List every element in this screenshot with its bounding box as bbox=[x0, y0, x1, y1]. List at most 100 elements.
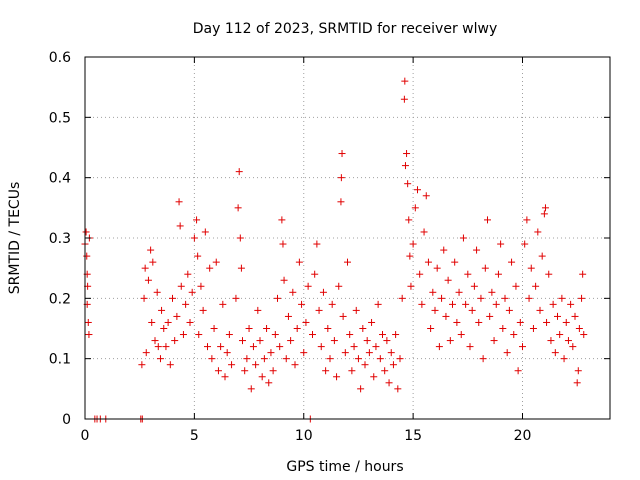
data-point bbox=[162, 343, 170, 351]
data-point bbox=[223, 349, 231, 357]
data-point bbox=[575, 325, 583, 332]
data-point bbox=[573, 379, 581, 387]
data-point bbox=[330, 337, 338, 345]
data-point bbox=[475, 318, 483, 326]
data-point bbox=[237, 264, 245, 272]
data-point bbox=[228, 361, 236, 369]
data-point bbox=[279, 240, 287, 248]
data-point bbox=[536, 306, 544, 314]
data-point bbox=[302, 318, 310, 326]
data-point bbox=[497, 240, 505, 248]
data-point bbox=[210, 325, 218, 332]
data-point bbox=[313, 240, 321, 248]
data-point bbox=[339, 312, 347, 320]
data-point bbox=[291, 361, 299, 369]
data-point bbox=[464, 270, 472, 278]
data-point bbox=[473, 246, 481, 254]
data-point bbox=[344, 258, 351, 266]
data-point bbox=[505, 306, 513, 314]
data-point bbox=[317, 343, 325, 351]
data-point bbox=[276, 343, 284, 351]
data-point bbox=[295, 258, 303, 266]
data-point bbox=[363, 337, 371, 345]
y-tick-label: 0.2 bbox=[49, 291, 71, 307]
data-point bbox=[352, 306, 360, 314]
y-tick-label: 0.3 bbox=[49, 231, 71, 247]
data-point bbox=[405, 216, 413, 224]
data-point bbox=[490, 337, 498, 345]
data-point bbox=[212, 258, 220, 266]
data-point bbox=[235, 168, 243, 176]
data-point bbox=[398, 294, 406, 302]
data-point bbox=[141, 264, 149, 272]
data-point bbox=[300, 349, 308, 357]
data-point bbox=[484, 216, 491, 224]
x-tick-label: 0 bbox=[81, 428, 90, 444]
data-point bbox=[225, 331, 233, 339]
data-point bbox=[519, 343, 526, 351]
data-point bbox=[236, 234, 244, 242]
data-point bbox=[477, 294, 485, 302]
data-point bbox=[247, 385, 255, 393]
data-point bbox=[298, 300, 306, 308]
data-point bbox=[158, 306, 166, 314]
data-point bbox=[354, 355, 362, 363]
data-point bbox=[435, 343, 443, 351]
data-point bbox=[346, 331, 354, 339]
data-point bbox=[359, 325, 367, 332]
data-point bbox=[328, 300, 336, 308]
y-tick-label: 0.1 bbox=[49, 352, 71, 368]
data-point bbox=[219, 300, 227, 308]
data-point bbox=[274, 294, 281, 302]
data-point bbox=[547, 337, 555, 345]
data-point bbox=[208, 355, 216, 363]
data-point bbox=[243, 355, 251, 363]
data-point bbox=[315, 306, 323, 314]
data-point bbox=[193, 216, 201, 224]
data-point bbox=[293, 325, 301, 332]
data-point bbox=[151, 337, 159, 345]
data-point bbox=[442, 312, 450, 320]
data-point bbox=[403, 150, 411, 158]
grid-layer bbox=[85, 57, 610, 419]
data-point bbox=[85, 331, 93, 339]
data-point bbox=[324, 325, 332, 332]
data-point bbox=[404, 180, 412, 188]
data-point bbox=[206, 264, 214, 272]
data-point bbox=[560, 355, 568, 363]
data-point bbox=[282, 355, 290, 363]
data-point bbox=[204, 343, 211, 351]
data-point bbox=[406, 252, 414, 260]
data-points-layer bbox=[81, 77, 588, 423]
plot-frame bbox=[84, 56, 611, 420]
data-point bbox=[562, 318, 570, 326]
data-point bbox=[479, 355, 487, 363]
data-point bbox=[177, 282, 185, 290]
data-point bbox=[389, 361, 397, 369]
data-point bbox=[249, 343, 257, 351]
data-point bbox=[543, 318, 551, 326]
data-point bbox=[186, 318, 194, 326]
data-point bbox=[438, 294, 446, 302]
data-point bbox=[571, 312, 579, 320]
data-point bbox=[357, 385, 365, 393]
data-point bbox=[418, 300, 426, 308]
data-point bbox=[470, 282, 478, 290]
data-point bbox=[578, 294, 586, 302]
data-point bbox=[567, 300, 575, 308]
data-point bbox=[516, 318, 524, 326]
data-point bbox=[556, 331, 564, 339]
data-point bbox=[440, 246, 448, 254]
data-point bbox=[564, 337, 572, 345]
y-tick-label: 0.4 bbox=[49, 171, 71, 187]
data-point bbox=[414, 186, 421, 194]
data-point bbox=[529, 325, 537, 332]
x-tick-label: 5 bbox=[190, 428, 199, 444]
data-point bbox=[416, 270, 424, 278]
data-point bbox=[494, 270, 502, 278]
data-point bbox=[333, 373, 341, 381]
data-point bbox=[457, 331, 465, 339]
data-point bbox=[194, 252, 202, 260]
data-point bbox=[241, 367, 249, 375]
